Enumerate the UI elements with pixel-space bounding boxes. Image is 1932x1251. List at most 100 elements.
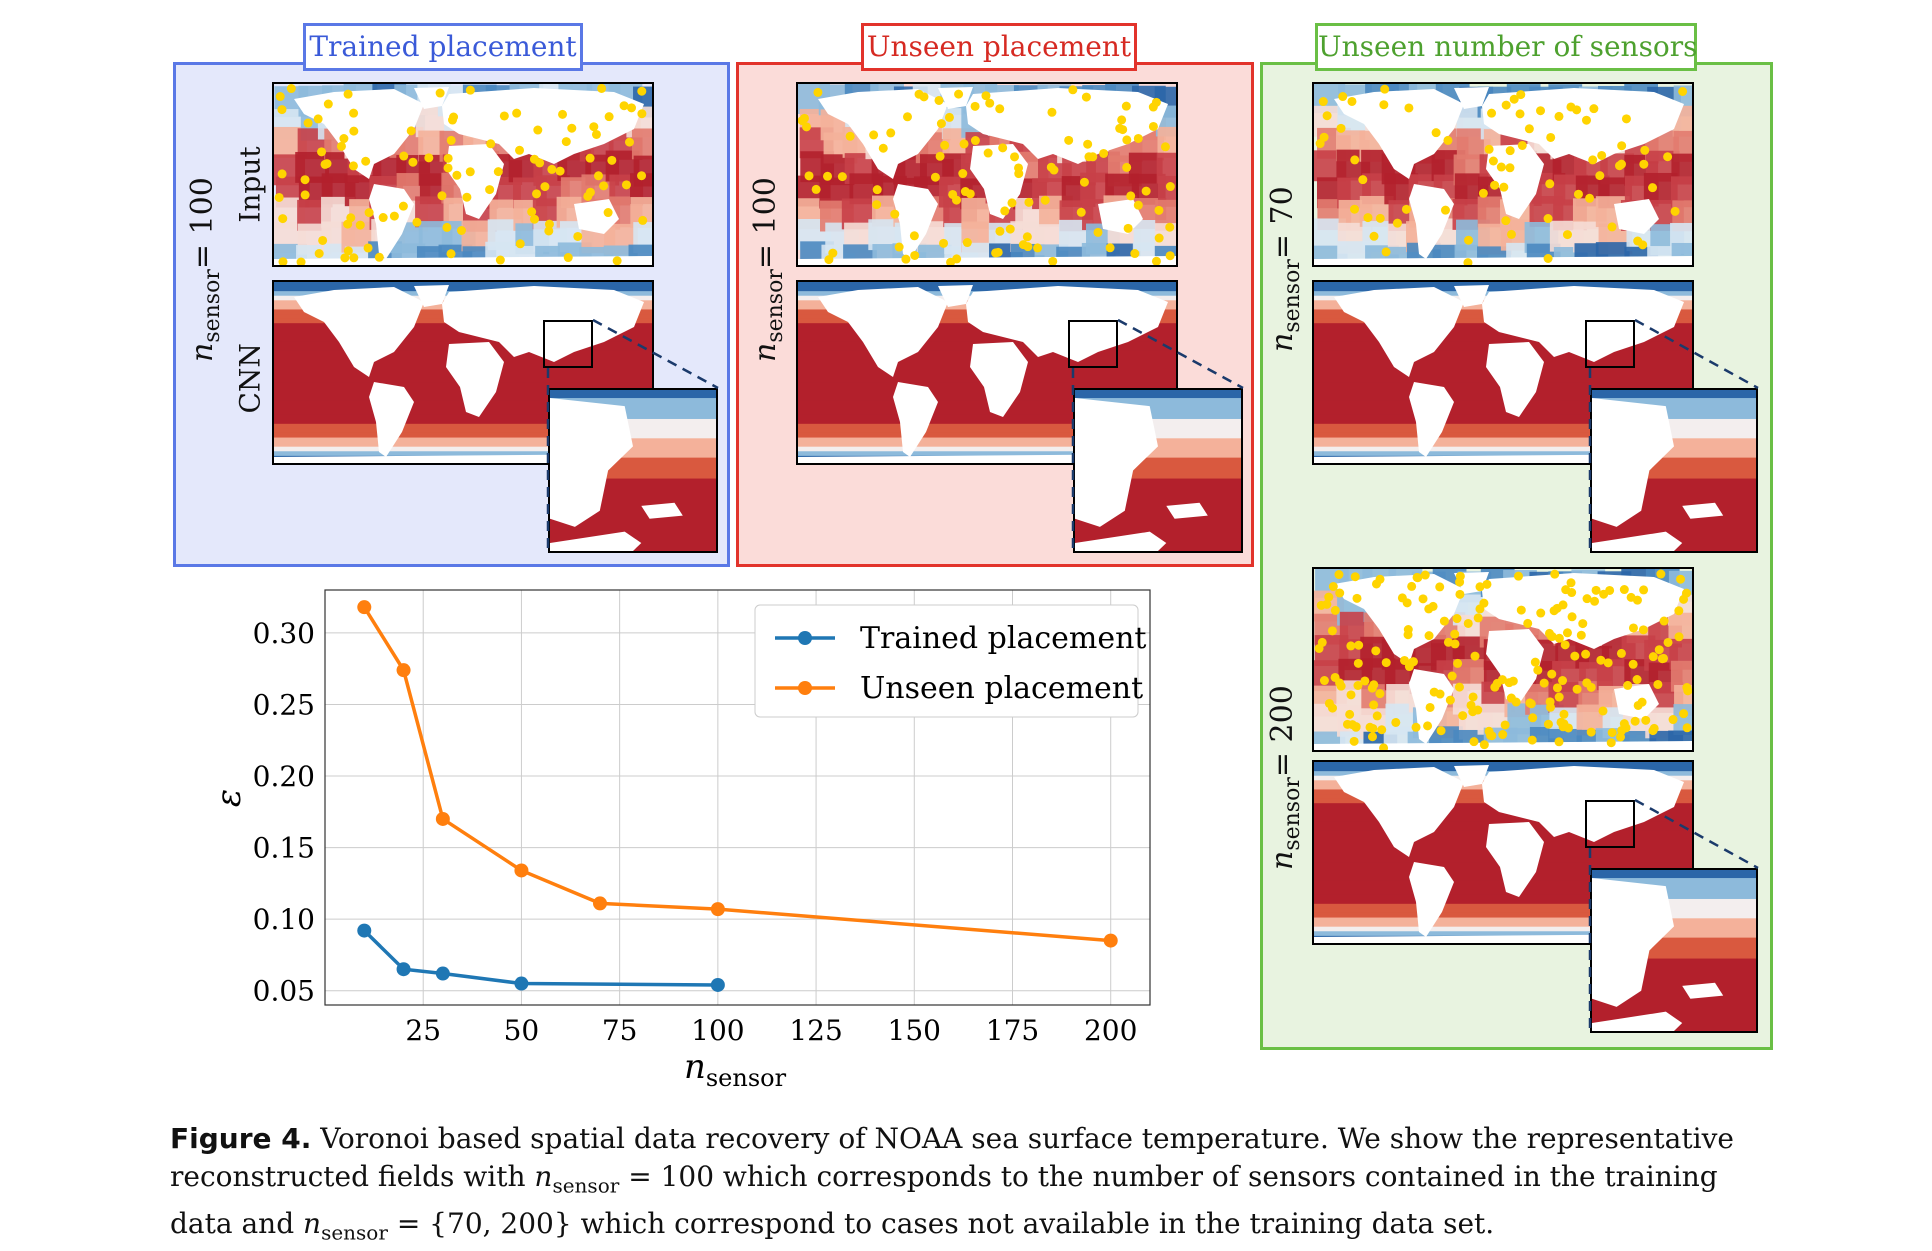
sensor-dot [1554, 692, 1564, 702]
sensor-dot [637, 171, 647, 181]
sensor-dot [1105, 243, 1115, 253]
data-point [593, 896, 607, 911]
sensor-dot [802, 122, 812, 132]
sensor-dot [589, 122, 599, 132]
error-chart: 25 50 75 100 125 150 175 200 0.05 0.10 0.15 0.20 0.2… [209, 589, 1151, 1090]
sensor-dot [1328, 703, 1338, 713]
sensor-dot [1497, 675, 1507, 685]
sensor-dot [837, 172, 847, 182]
sensor-dot [1576, 630, 1586, 640]
trained-input-map [272, 82, 654, 267]
sensor-dot [894, 242, 904, 252]
x-tick-label: 200 [1084, 1014, 1137, 1047]
sensor-dot [1516, 90, 1526, 100]
sensor-dot [1404, 103, 1414, 113]
sensor-dot [934, 95, 944, 105]
sensor-dot [1513, 571, 1523, 581]
sensor-dot [1546, 132, 1556, 142]
sensor-dot [1682, 723, 1692, 733]
sensor-dot [323, 99, 333, 109]
y-tick-label: 0.15 [253, 832, 315, 865]
data-point [357, 600, 372, 615]
trained-zoom-inset [548, 388, 718, 553]
sensor-dot [1653, 679, 1663, 689]
x-tick-label: 50 [504, 1014, 540, 1047]
sensor-dot [1126, 191, 1136, 201]
sensor-dot [872, 185, 882, 195]
data-point [710, 902, 725, 917]
sensor-dot [1314, 643, 1324, 653]
sensor-dot [1637, 697, 1647, 707]
unseen-200-nsensor-label: nsensor= 200 [1265, 685, 1305, 870]
sensor-dot [437, 191, 447, 201]
sensor-dot [1656, 569, 1666, 579]
sensor-dot [939, 238, 949, 248]
sensor-dot [1353, 658, 1363, 668]
sensor-dot [1318, 97, 1328, 107]
sensor-dot [599, 181, 609, 191]
sensor-dot [995, 104, 1005, 114]
sensor-dot [495, 255, 505, 265]
sensor-dot [1566, 578, 1576, 588]
n-sub: sensor [200, 269, 225, 343]
series-line-0 [363, 929, 718, 987]
sensor-dot [1543, 254, 1553, 264]
sensor-dot [1445, 695, 1455, 705]
sensor-dot [1117, 115, 1127, 125]
sensor-dot [1447, 671, 1457, 681]
n-symbol: n [185, 342, 220, 362]
sensor-dot [535, 158, 545, 168]
sensor-dot [317, 147, 327, 157]
sensor-dot [1336, 123, 1346, 133]
data-point [435, 811, 450, 826]
sensor-dot [1543, 214, 1553, 224]
sensor-dot [1088, 152, 1098, 162]
sensor-dot [1639, 585, 1649, 595]
sensor-dot [456, 225, 466, 235]
sensor-dot [1000, 206, 1010, 216]
sensor-dot [573, 231, 583, 241]
sensor-dot [970, 136, 980, 146]
sensor-dot [1591, 585, 1601, 595]
sensor-dot [563, 253, 573, 263]
sensor-dot [1505, 146, 1515, 156]
sensor-dot [313, 114, 323, 124]
sensor-dot [1431, 128, 1441, 138]
sensor-dot [1501, 100, 1511, 110]
data-point [357, 923, 372, 938]
sensor-dot [1429, 687, 1439, 697]
unseen-70-nsensor-label: nsensor= 70 [1265, 186, 1305, 352]
sensor-dot [1516, 605, 1526, 615]
sensor-dot [340, 253, 350, 263]
sensor-dot [1121, 101, 1131, 111]
sensor-dot [1606, 738, 1616, 748]
trained-placement-title: Trained placement [303, 23, 583, 71]
sensor-dot [872, 200, 882, 210]
sensor-dot [1347, 720, 1357, 730]
sensor-dot [1049, 165, 1059, 175]
sensor-dot [1479, 740, 1489, 750]
zoom-field [550, 390, 716, 551]
sensor-dot [902, 112, 912, 122]
sensor-dot [886, 128, 896, 138]
sensor-dot [296, 257, 306, 265]
unseen-nsensor-label: nsensor= 100 [748, 177, 788, 362]
sensor-dot [424, 153, 434, 163]
sensor-dot [406, 126, 416, 136]
sensor-dot [1377, 725, 1387, 735]
sensor-dot [1463, 618, 1473, 628]
sensor-dot [1630, 716, 1640, 726]
sensor-dot [1470, 651, 1480, 661]
sensor-dot [811, 184, 821, 194]
y-tick-label: 0.05 [253, 975, 315, 1008]
x-tick-label: 150 [888, 1014, 941, 1047]
sensor-dot [1500, 720, 1510, 730]
sensor-dot [1473, 613, 1483, 623]
sensor-dot [890, 209, 900, 219]
sensor-dot [1336, 681, 1346, 691]
sensor-dot [983, 148, 993, 158]
chart-plot-area [324, 589, 1151, 1006]
sensor-dot [355, 220, 365, 230]
sensor-dot [970, 101, 980, 111]
sensor-dot [1022, 232, 1032, 242]
